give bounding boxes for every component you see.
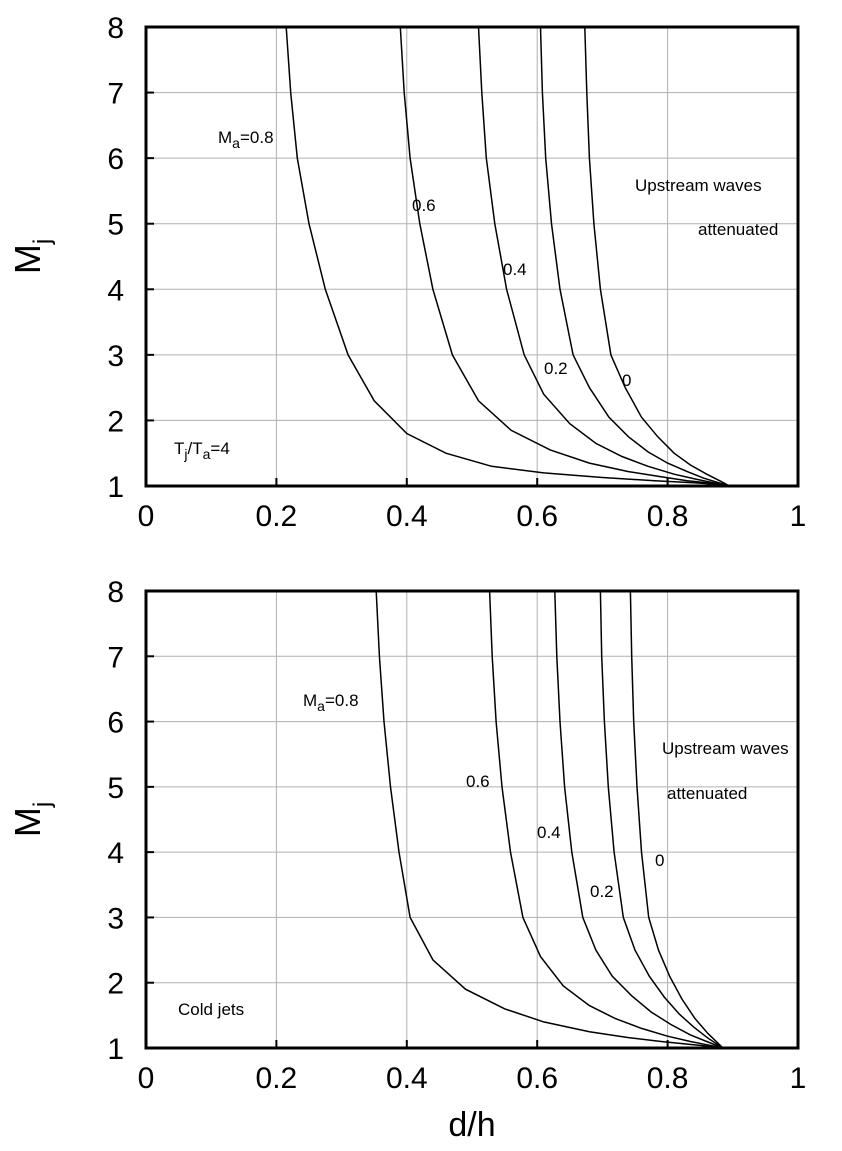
x-tick-label: 0.4 — [386, 1062, 428, 1095]
label-ma-0.8: Ma=0.8 — [303, 691, 359, 714]
series-line-0 — [285, 26, 730, 487]
series-line-4 — [584, 26, 730, 487]
plot-frame — [144, 589, 800, 1050]
series-line-4 — [629, 590, 724, 1049]
x-tick-label: 1 — [790, 1062, 807, 1095]
y-tick-label: 8 — [107, 576, 124, 609]
series-line-2 — [554, 590, 724, 1049]
label-upstream-waves: Upstream waves — [635, 176, 762, 195]
y-axis-label: Mj — [7, 802, 56, 837]
series-line-0 — [375, 590, 724, 1049]
y-tick-label: 1 — [107, 471, 124, 504]
x-axis-label: d/h — [448, 1106, 495, 1144]
x-tick-label: 0.8 — [647, 500, 689, 533]
y-tick-label: 4 — [107, 274, 124, 307]
x-tick-label: 0.6 — [516, 1062, 558, 1095]
label-upstream-waves: Upstream waves — [662, 739, 789, 758]
y-tick-label: 2 — [107, 405, 124, 438]
label-ma-0.6: 0.6 — [412, 196, 436, 215]
label-ma-0.6: 0.6 — [466, 772, 490, 791]
series-line-3 — [539, 26, 730, 487]
y-tick-label: 5 — [107, 209, 124, 242]
y-axis-label: Mj — [7, 239, 56, 274]
y-tick-label: 3 — [107, 340, 124, 373]
series-line-2 — [477, 26, 730, 487]
label-attenuated: attenuated — [667, 784, 747, 803]
series-line-3 — [599, 590, 724, 1049]
x-tick-label: 0.2 — [256, 500, 298, 533]
y-tick-label: 2 — [107, 968, 124, 1001]
y-tick-label: 4 — [107, 837, 124, 870]
label-ma-0: 0 — [622, 371, 631, 390]
y-tick-label: 6 — [107, 143, 124, 176]
series-line-1 — [488, 590, 724, 1049]
label-ma-0.2: 0.2 — [544, 359, 568, 378]
label-ma-0.4: 0.4 — [503, 260, 527, 279]
y-tick-label: 7 — [107, 78, 124, 111]
y-tick-label: 8 — [107, 12, 124, 45]
label-attenuated: attenuated — [698, 220, 778, 239]
x-tick-label: 0 — [138, 500, 155, 533]
y-tick-label: 1 — [107, 1033, 124, 1066]
label-ma-0.4: 0.4 — [537, 823, 561, 842]
bottom-chart: 0 0.2 0.4 0.6 0.8 1 1 2 3 4 5 6 7 8 Mj d/h Ma=0.8 0.6 0.4 0… — [7, 576, 806, 1144]
y-tick-label: 3 — [107, 902, 124, 935]
x-tick-label: 0.4 — [386, 500, 428, 533]
label-ma-0: 0 — [655, 851, 664, 870]
label-cold-jets: Cold jets — [178, 1000, 244, 1019]
y-tick-label: 5 — [107, 772, 124, 805]
x-tick-label: 0.8 — [647, 1062, 689, 1095]
plot-frame — [144, 25, 800, 488]
x-tick-label: 1 — [790, 500, 807, 533]
top-chart: 0 0.2 0.4 0.6 0.8 1 1 2 3 4 5 6 7 8 Mj Ma=0.8 0.6 0.4 0.2 0… — [7, 12, 806, 533]
y-tick-label: 6 — [107, 707, 124, 740]
label-ma-0.2: 0.2 — [590, 882, 614, 901]
x-tick-label: 0.2 — [256, 1062, 298, 1095]
series-line-1 — [399, 26, 730, 487]
x-tick-label: 0 — [138, 1062, 155, 1095]
label-temperature-ratio: Tj/Ta=4 — [174, 439, 230, 462]
label-ma-0.8: Ma=0.8 — [218, 128, 274, 151]
x-tick-label: 0.6 — [516, 500, 558, 533]
y-tick-label: 7 — [107, 641, 124, 674]
